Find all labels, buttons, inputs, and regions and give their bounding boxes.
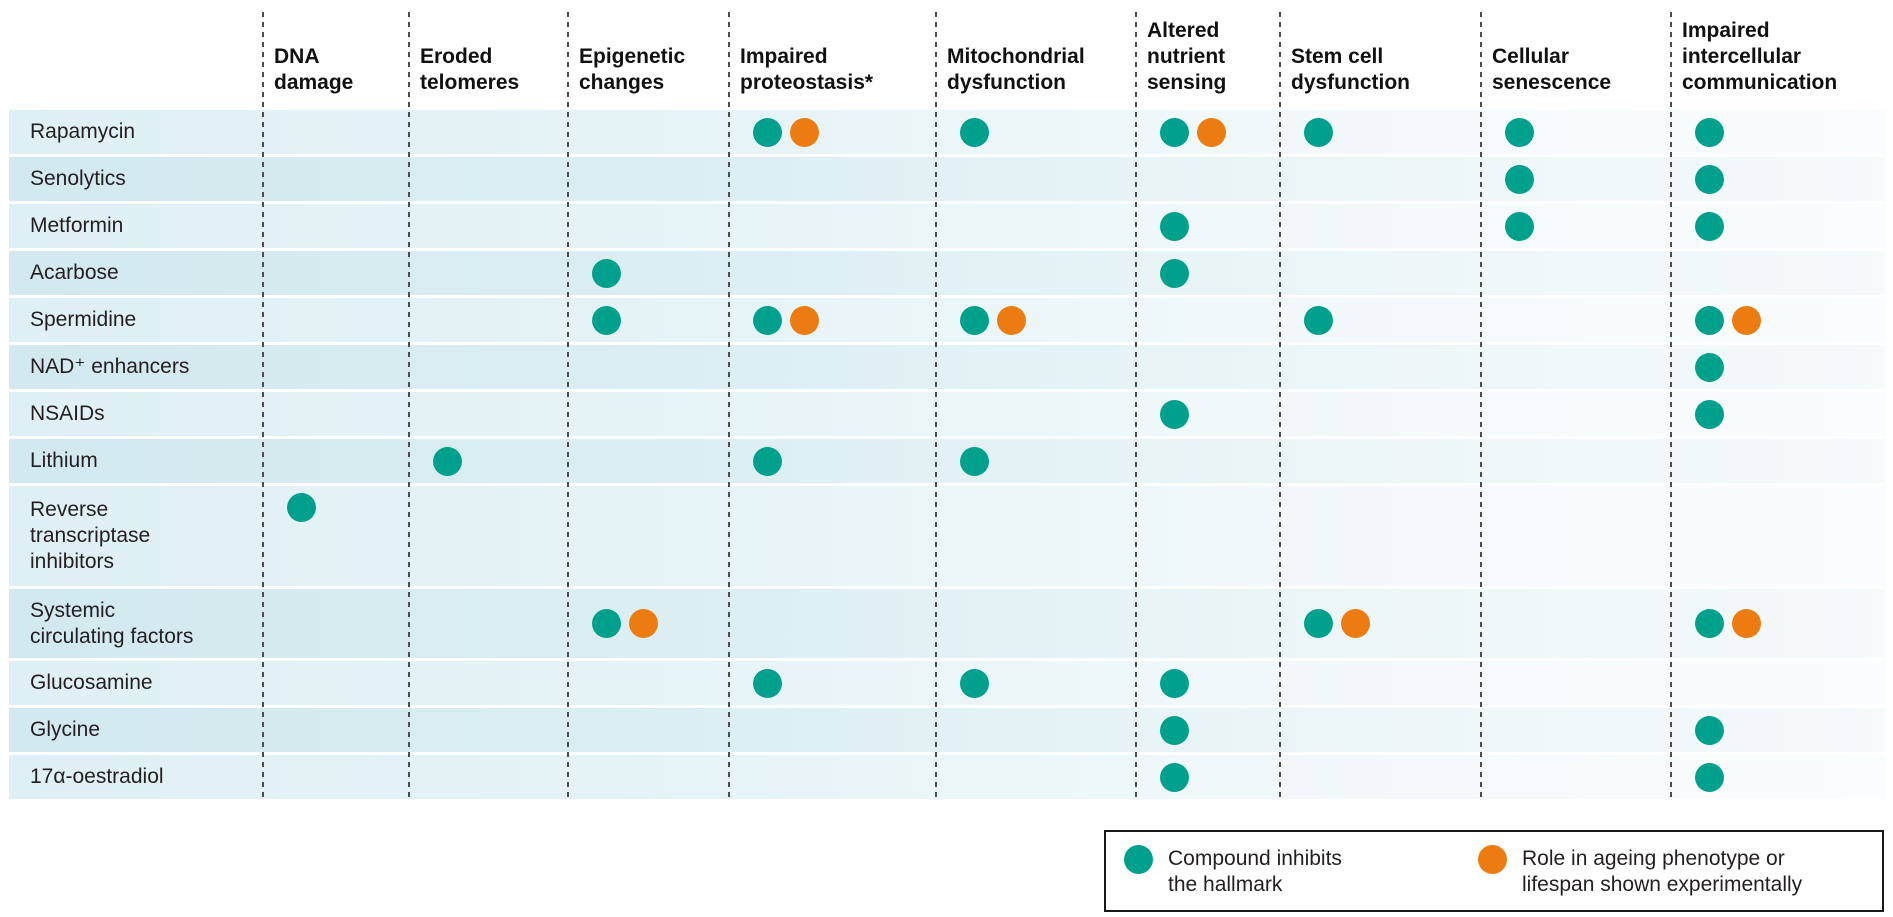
table-row-metformin: Metformin <box>9 204 1885 248</box>
inhibits-hallmark-dot <box>960 669 989 698</box>
inhibits-hallmark-dot <box>1160 259 1189 288</box>
inhibits-hallmark-dot <box>1695 118 1724 147</box>
column-divider-dashed-line <box>567 12 569 800</box>
inhibits-hallmark-dot <box>753 669 782 698</box>
inhibits-hallmark-dot <box>1505 212 1534 241</box>
experimental-evidence-dot <box>629 609 658 638</box>
table-row-spermidine: Spermidine <box>9 298 1885 342</box>
column-divider-dashed-line <box>728 12 730 800</box>
inhibits-hallmark-dot <box>1160 118 1189 147</box>
column-header-epigenetic-changes: Epigenetic changes <box>579 45 686 94</box>
table-row-rapamycin: Rapamycin <box>9 110 1885 154</box>
table-row-reverse-transcriptase-inhibitors: Reverse transcriptase inhibitors <box>9 486 1885 586</box>
row-label: 17α-oestradiol <box>30 765 164 788</box>
column-header-mitochondrial-dysfunction: Mitochondrial dysfunction <box>947 45 1085 94</box>
column-header-altered-nutrient-sensing: Altered nutrient sensing <box>1147 19 1227 94</box>
experimental-evidence-dot <box>1341 609 1370 638</box>
row-label: Reverse transcriptase inhibitors <box>30 498 151 573</box>
inhibits-hallmark-dot <box>960 447 989 476</box>
inhibits-hallmark-dot <box>1695 212 1724 241</box>
column-divider-dashed-line <box>1670 12 1672 800</box>
inhibits-hallmark-dot <box>960 306 989 335</box>
inhibits-hallmark-dot <box>1695 400 1724 429</box>
column-header-impaired-proteostasis: Impaired proteostasis* <box>740 45 874 94</box>
row-label: Rapamycin <box>30 120 136 143</box>
legend: Compound inhibits the hallmark Role in a… <box>1104 830 1884 912</box>
inhibits-hallmark-dot <box>1304 609 1333 638</box>
experimental-evidence-dot <box>790 306 819 335</box>
inhibits-hallmark-dot <box>753 306 782 335</box>
inhibits-hallmark-dot <box>1695 353 1724 382</box>
column-divider-dashed-line <box>408 12 410 800</box>
inhibits-hallmark-dot <box>1160 669 1189 698</box>
row-label: Systemic circulating factors <box>30 598 194 648</box>
inhibits-hallmark-dot <box>433 447 462 476</box>
column-header-eroded-telomeres: Eroded telomeres <box>420 45 520 94</box>
inhibits-hallmark-dot <box>1695 306 1724 335</box>
experimental-evidence-dot <box>1732 609 1761 638</box>
row-label: NAD⁺ enhancers <box>30 355 190 378</box>
table-row-senolytics: Senolytics <box>9 157 1885 201</box>
inhibits-hallmark-dot <box>592 609 621 638</box>
table-row-lithium: Lithium <box>9 439 1885 483</box>
column-divider-dashed-line <box>1279 12 1281 800</box>
inhibits-hallmark-dot <box>1160 212 1189 241</box>
inhibits-hallmark-dot <box>287 493 316 522</box>
column-divider-dashed-line <box>1135 12 1137 800</box>
inhibits-hallmark-dot <box>960 118 989 147</box>
legend-item-inhibits-hallmark: Compound inhibits the hallmark <box>1124 845 1342 898</box>
row-label: Spermidine <box>30 308 137 331</box>
inhibits-hallmark-dot <box>1695 609 1724 638</box>
column-header-cellular-senescence: Cellular senescence <box>1492 45 1612 94</box>
experimental-evidence-dot <box>790 118 819 147</box>
column-divider-dashed-line <box>262 12 264 800</box>
table-row-acarbose: Acarbose <box>9 251 1885 295</box>
inhibits-hallmark-dot <box>1160 763 1189 792</box>
row-label: NSAIDs <box>30 402 105 425</box>
legend-label-inhibits: Compound inhibits the hallmark <box>1168 847 1342 896</box>
inhibits-hallmark-dot <box>1160 400 1189 429</box>
row-label: Acarbose <box>30 261 119 284</box>
inhibits-hallmark-dot <box>1695 763 1724 792</box>
column-header-impaired-intercellular-communication: Impaired intercellular communication <box>1682 19 1838 94</box>
inhibits-hallmark-dot <box>753 447 782 476</box>
row-label: Metformin <box>30 214 124 237</box>
table-row-17-oestradiol: 17α-oestradiol <box>9 755 1885 799</box>
row-label: Glucosamine <box>30 671 153 694</box>
legend-item-experimental-evidence: Role in ageing phenotype or lifespan sho… <box>1478 845 1803 898</box>
inhibits-hallmark-dot <box>1160 716 1189 745</box>
table-row-nsaids: NSAIDs <box>9 392 1885 436</box>
table-row-glycine: Glycine <box>9 708 1885 752</box>
column-divider-dashed-line <box>1480 12 1482 800</box>
row-label: Glycine <box>30 718 101 741</box>
row-label: Senolytics <box>30 167 126 190</box>
column-divider-dashed-line <box>935 12 937 800</box>
row-label: Lithium <box>30 449 98 472</box>
table-row-systemic-circulating-factors: Systemic circulating factors <box>9 589 1885 658</box>
experimental-evidence-dot <box>1197 118 1226 147</box>
inhibits-hallmark-dot-icon <box>1124 845 1153 874</box>
inhibits-hallmark-dot <box>1304 306 1333 335</box>
column-header-stem-cell-dysfunction: Stem cell dysfunction <box>1291 45 1410 94</box>
inhibits-hallmark-dot <box>1505 118 1534 147</box>
legend-label-experimental: Role in ageing phenotype or lifespan sho… <box>1522 847 1803 896</box>
experimental-evidence-dot <box>997 306 1026 335</box>
inhibits-hallmark-dot <box>592 306 621 335</box>
column-header-dna-damage: DNA damage <box>274 45 354 94</box>
experimental-evidence-dot-icon <box>1478 845 1507 874</box>
table-row-glucosamine: Glucosamine <box>9 661 1885 705</box>
experimental-evidence-dot <box>1732 306 1761 335</box>
inhibits-hallmark-dot <box>1304 118 1333 147</box>
inhibits-hallmark-dot <box>592 259 621 288</box>
inhibits-hallmark-dot <box>1505 165 1534 194</box>
inhibits-hallmark-dot <box>753 118 782 147</box>
table-row-nad-enhancers: NAD⁺ enhancers <box>9 345 1885 389</box>
inhibits-hallmark-dot <box>1695 165 1724 194</box>
inhibits-hallmark-dot <box>1695 716 1724 745</box>
